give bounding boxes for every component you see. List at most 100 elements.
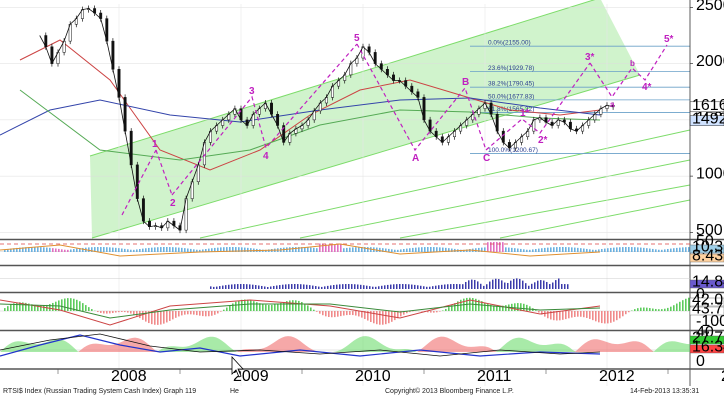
panel-1-bar [55, 248, 57, 252]
wave-label-4: 4 [263, 151, 269, 162]
panel-3-bar [76, 299, 78, 311]
channel-line-5 [499, 199, 691, 239]
panel-3-bar [649, 308, 651, 311]
panel-1-bar [16, 247, 18, 252]
panel-2-bar [246, 284, 248, 289]
panel-1-bar [415, 247, 417, 252]
panel-3-bar [565, 311, 567, 320]
panel-1-bar [511, 247, 513, 252]
panel-1-bar [124, 248, 126, 252]
panel-1-bar [466, 249, 468, 252]
panel-1-bar [631, 247, 633, 252]
candle-body [611, 105, 615, 108]
panel-3-bar [196, 311, 198, 316]
panel-3-bar [589, 311, 591, 319]
panel-1-bar [586, 248, 588, 252]
panel-3-bar [217, 311, 219, 314]
panel-1-bar [238, 247, 240, 252]
panel-3-bar [28, 303, 30, 311]
panel-1-bar [64, 249, 66, 252]
panel-1-bar [196, 249, 198, 252]
panel-3-bar [16, 302, 18, 311]
panel-2-bar [381, 285, 383, 289]
panel-4-tag-box-1 [689, 344, 724, 354]
panel-1-bar [292, 247, 294, 252]
panel-1-bar [577, 247, 579, 252]
panel-3-bar [625, 311, 627, 315]
panel-2-bar [450, 284, 452, 289]
panel-2-bar [267, 286, 269, 289]
panel-2-bar [378, 286, 380, 289]
panel-3-bar [172, 311, 174, 320]
panel-3-bar [397, 311, 399, 319]
panel-3-bar [436, 311, 438, 313]
panel-2-bar [222, 285, 224, 289]
panel-1-bar [232, 247, 234, 252]
panel-2-bar [306, 284, 308, 289]
panel-2-bar [564, 284, 566, 289]
panel-1-bar [646, 248, 648, 252]
panel-3-bar [199, 311, 201, 316]
panel-1-bar [76, 248, 78, 252]
panel-2-bar [393, 284, 395, 289]
panel-1-bar [331, 244, 333, 252]
panel-2-bar [213, 286, 215, 289]
panel-2-bar [264, 286, 266, 289]
price-tag-0: 1616.36 [692, 97, 724, 114]
panel-3-bar [25, 302, 27, 311]
panel-1-bar [37, 247, 39, 252]
panel-3-bar [283, 301, 285, 311]
panel-3-bar [643, 307, 645, 311]
panel-1-bar [10, 248, 12, 252]
panel-3-bar [499, 305, 501, 311]
panel-3-bar [388, 311, 390, 324]
panel-2-bar [396, 284, 398, 289]
panel-1-bar [112, 247, 114, 252]
panel-2-bar [330, 285, 332, 289]
panel-1-bar [571, 247, 573, 252]
panel-3-bar [568, 311, 570, 319]
panel-3-bar [37, 305, 39, 311]
panel-1-bar [334, 244, 336, 252]
panel-3-bar [10, 304, 12, 311]
panel-3-bar [490, 304, 492, 311]
panel-2-bar [270, 286, 272, 289]
panel-2-bar [414, 284, 416, 289]
panel-1-bar [625, 247, 627, 252]
panel-2-bar [528, 285, 530, 289]
panel-3-bar [616, 311, 618, 321]
panel-2-bar [456, 284, 458, 289]
panel-2-bar [546, 281, 548, 289]
panel-2-bar [534, 282, 536, 289]
panel-3-bar [607, 311, 609, 324]
panel-2-bar [375, 286, 377, 289]
panel-3-bar [82, 303, 84, 311]
panel-3-bar [91, 309, 93, 311]
panel-1-bar [622, 247, 624, 252]
panel-1-bar [607, 248, 609, 252]
panel-1-bar [652, 248, 654, 252]
panel-1-bar [172, 247, 174, 252]
panel-3-bar [208, 311, 210, 317]
panel-2-bar [519, 278, 521, 289]
panel-3-bar [586, 311, 588, 318]
wave-label-4*: 4* [642, 82, 652, 93]
panel-4-tag-1: 16.3456 [692, 339, 724, 356]
wave-label-2: 2 [170, 198, 176, 209]
panel-1-bar [97, 247, 99, 252]
panel-1-bar [31, 247, 33, 252]
panel-2-bar [540, 280, 542, 289]
panel-1-bar [367, 247, 369, 252]
rtsi-chart: 0.0%(2155.00) 23.6%(1929.78) 38.2%(1790.45… [0, 0, 724, 386]
panel-2-bar [465, 281, 467, 289]
wave-label-b: b [630, 59, 635, 68]
panel-2-bar [417, 285, 419, 289]
panel-1-bar [568, 247, 570, 252]
panel-2-bar [297, 284, 299, 289]
panel-3-bar [535, 310, 537, 311]
panel-3-bar [385, 311, 387, 325]
panel-2-bar [318, 286, 320, 289]
panel-3-bar [664, 308, 666, 311]
wave-label-C: C [483, 153, 490, 164]
